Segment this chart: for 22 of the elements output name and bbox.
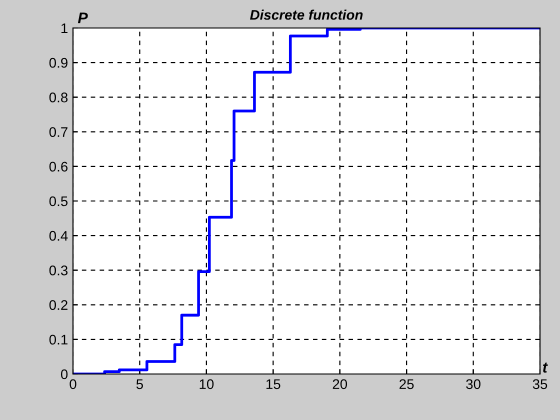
y-tick-label: 0.5 — [49, 196, 68, 206]
chart-title: Discrete function — [250, 10, 363, 20]
x-tick-label: 5 — [136, 379, 143, 390]
y-tick-label: 0.8 — [49, 92, 68, 102]
y-tick-label: 0.6 — [49, 162, 68, 172]
x-tick-label: 35 — [532, 379, 548, 390]
y-tick-label: 0.9 — [49, 58, 68, 68]
y-tick-label: 1 — [61, 23, 68, 34]
x-tick-label: 30 — [466, 379, 480, 390]
y-tick-label: 0.1 — [49, 334, 68, 345]
x-axis-title: t — [542, 362, 548, 373]
x-tick-label: 20 — [332, 379, 348, 390]
y-tick-label: 0.7 — [49, 127, 68, 137]
x-tick-label: 25 — [400, 379, 414, 390]
x-tick-label: 15 — [266, 379, 280, 390]
x-tick-label: 10 — [200, 379, 214, 390]
x-tick-label: 0 — [70, 379, 76, 390]
y-tick-label: 0.4 — [49, 230, 68, 241]
y-tick-label: 0.2 — [49, 300, 68, 310]
y-tick-label: 0.3 — [49, 266, 68, 276]
y-axis-title: P — [78, 12, 88, 24]
y-tick-label: 0 — [60, 369, 68, 380]
